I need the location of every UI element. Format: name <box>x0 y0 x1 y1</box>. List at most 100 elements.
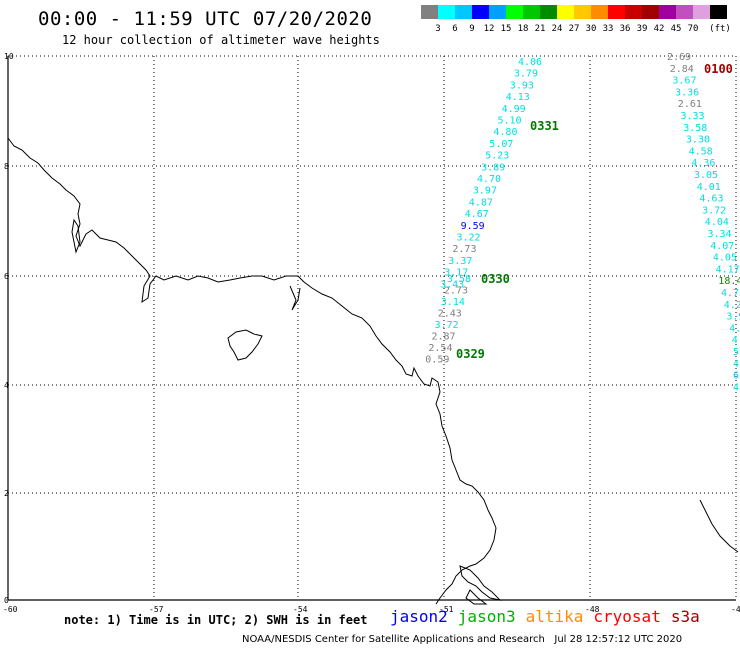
wave-height-value: 4.99 <box>502 104 526 115</box>
color-legend: 3 6 9 12 15 18 21 24 27 30 33 36 39 42 45 70 (ft) <box>421 5 731 34</box>
y-tick-label: 4 <box>4 381 9 390</box>
legend-label: 27 <box>568 24 580 34</box>
wave-height-value: 4.72 <box>721 288 740 299</box>
wave-height-value: 0.59 <box>425 355 449 366</box>
pass-label: 0331 <box>530 119 559 133</box>
legend-swatch <box>421 5 438 19</box>
legend-swatch <box>506 5 523 19</box>
wave-height-value: 5. <box>733 347 740 358</box>
wave-height-value: 3.58 <box>683 123 707 134</box>
legend-swatch <box>574 5 591 19</box>
wave-height-value: 3.93 <box>510 80 534 91</box>
wave-height-value: 3.22 <box>457 233 481 244</box>
wave-height-value: 4.04 <box>705 217 729 228</box>
wave-height-value: 3.17 <box>444 268 468 279</box>
legend-label: 30 <box>585 24 597 34</box>
wave-height-value: 4.36 <box>691 158 715 169</box>
wave-height-value: 4.80 <box>493 127 517 138</box>
wave-height-value: 3.05 <box>694 170 718 181</box>
wave-height-value: 3.37 <box>448 256 472 267</box>
legend-swatch <box>608 5 625 19</box>
x-tick-label: -45 <box>731 605 740 614</box>
wave-height-value: 4.05 <box>713 253 737 264</box>
coastline-main <box>7 137 497 605</box>
legend-swatch <box>489 5 506 19</box>
legend-swatches <box>421 5 727 19</box>
wave-height-value: 4.22 <box>724 300 740 311</box>
legend-unit: (ft) <box>709 24 731 34</box>
wave-height-value: 3.58 <box>447 274 471 285</box>
wave-height-value: 4.70 <box>477 174 501 185</box>
legend-swatch <box>540 5 557 19</box>
wave-height-value: 5.10 <box>498 116 522 127</box>
legend-label: 6 <box>452 24 458 34</box>
satellite-legend: jason2 jason3 altika cryosat s3a <box>390 607 710 626</box>
legend-swatch <box>693 5 710 19</box>
wave-height-value: 4.1 <box>729 323 740 334</box>
wave-height-value: 5.07 <box>489 139 513 150</box>
legend-swatch <box>557 5 574 19</box>
wave-height-value: 2.43 <box>438 309 462 320</box>
wave-height-value: 4.63 <box>699 194 723 205</box>
legend-swatch <box>591 5 608 19</box>
legend-swatch <box>523 5 540 19</box>
x-tick-label: -48 <box>585 605 600 614</box>
x-tick-label: -60 <box>3 605 18 614</box>
coastline-east <box>699 499 739 553</box>
legend-swatch <box>438 5 455 19</box>
wave-height-value: 4.01 <box>697 182 721 193</box>
legend-label: 15 <box>500 24 512 34</box>
wave-height-value: 6. <box>733 371 740 382</box>
wave-height-value: 4.87 <box>469 197 493 208</box>
wave-height-value: 4. <box>733 382 740 393</box>
graticule-grid <box>7 55 737 601</box>
legend-label: 9 <box>469 24 475 34</box>
legend-label: 45 <box>670 24 682 34</box>
legend-label: 36 <box>619 24 631 34</box>
axis-tick-labels: -60 -57 -54 -51 -48 -45 10 8 6 4 2 0 <box>3 52 740 614</box>
legend-swatch <box>710 5 727 19</box>
x-tick-label: -51 <box>439 605 454 614</box>
pass-label: 0330 <box>481 272 510 286</box>
wave-height-value: 9.59 <box>461 221 485 232</box>
y-tick-label: 8 <box>4 162 9 171</box>
legend-swatch <box>455 5 472 19</box>
satellite-label: jason2 <box>390 607 448 626</box>
footer-note: note: 1) Time is in UTC; 2) SWH is in fe… <box>64 613 368 627</box>
coastline-delta <box>459 565 502 601</box>
footer-credit: NOAA/NESDIS Center for Satellite Applica… <box>242 634 683 645</box>
wave-height-value: 5.23 <box>485 151 509 162</box>
wave-height-value: 4.67 <box>465 209 489 220</box>
wave-height-value: 3.30 <box>686 135 710 146</box>
satellite-label: s3a <box>670 607 700 626</box>
legend-label: 33 <box>602 24 614 34</box>
lake-outline <box>227 329 263 361</box>
legend-label: 42 <box>653 24 665 34</box>
x-tick-label: -57 <box>149 605 164 614</box>
wave-height-value: 3.33 <box>681 111 705 122</box>
wave-height-value: 3.72 <box>702 205 726 216</box>
coastline-delta-2 <box>465 589 488 605</box>
coastline <box>7 137 739 605</box>
wave-height-value: 3.79 <box>514 69 538 80</box>
page-title: 00:00 - 11:59 UTC 07/20/2020 <box>38 8 373 30</box>
wave-height-value: 4.06 <box>518 57 542 68</box>
wave-height-value: 4.07 <box>710 241 734 252</box>
coastline-inlet-1 <box>71 218 81 254</box>
y-tick-label: 6 <box>4 272 9 281</box>
y-tick-label: 2 <box>4 489 9 498</box>
wave-height-value: 2.73 <box>452 244 476 255</box>
satellite-label: jason3 <box>457 607 516 626</box>
altimeter-tracks: 4.063.793.934.134.995.104.805.075.233.89… <box>425 52 740 393</box>
satellite-label: altika <box>525 607 584 626</box>
legend-swatch <box>642 5 659 19</box>
wave-height-value: 2.87 <box>432 332 456 343</box>
wave-height-value: 4. <box>733 359 740 370</box>
wave-height-value: 18.41 <box>718 276 740 287</box>
y-tick-label: 0 <box>4 596 9 605</box>
wave-height-value: 3.43 <box>440 279 464 290</box>
wave-height-value: 3.67 <box>672 76 696 87</box>
pass-label: 0329 <box>456 347 485 361</box>
wave-height-value: 2.54 <box>428 343 452 354</box>
